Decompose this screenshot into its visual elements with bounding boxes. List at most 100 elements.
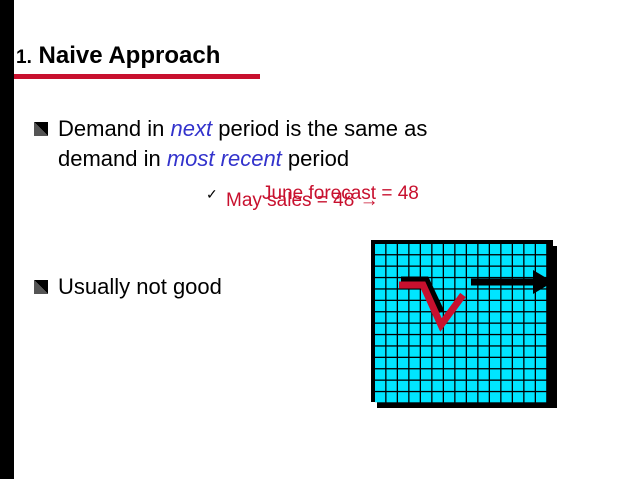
may-sales-text: May sales = 48 → <box>226 190 379 211</box>
grid-cell <box>386 255 397 266</box>
grid-cell <box>444 335 455 346</box>
grid-cell <box>386 380 397 391</box>
grid-cell <box>421 335 432 346</box>
grid-cell <box>386 335 397 346</box>
bullet-1-rest: period is the same as <box>212 116 428 141</box>
june-forecast-text: June forecast = 48 <box>262 183 419 204</box>
grid-cell <box>455 369 466 380</box>
grid-cell <box>513 255 524 266</box>
grid-cell <box>524 335 535 346</box>
grid-cell <box>490 358 501 369</box>
naive-forecast-illustration <box>371 240 557 408</box>
grid-cell <box>444 323 455 334</box>
grid-cell <box>501 346 512 357</box>
bullet-1-prefix: Demand in <box>58 116 171 141</box>
grid-cell <box>409 244 420 255</box>
grid-cell <box>490 289 501 300</box>
grid-cell <box>455 278 466 289</box>
grid-cell <box>409 358 420 369</box>
grid-cells <box>375 244 547 403</box>
bullet-text-1: Demand in next period is the same as <box>58 116 427 142</box>
grid-cell <box>501 255 512 266</box>
grid-cell <box>421 312 432 323</box>
grid-cell <box>513 335 524 346</box>
grid-cell <box>478 244 489 255</box>
grid-cell <box>409 323 420 334</box>
grid-cell <box>467 244 478 255</box>
grid-cell <box>467 312 478 323</box>
grid-cell <box>421 301 432 312</box>
grid-cell <box>513 312 524 323</box>
left-edge-bar <box>0 0 14 479</box>
past-demand-line <box>401 276 445 314</box>
grid-cell <box>386 266 397 277</box>
grid-cell <box>536 323 547 334</box>
grid-cell <box>386 346 397 357</box>
grid-cell <box>501 301 512 312</box>
grid-cell <box>432 244 443 255</box>
grid-cell <box>513 323 524 334</box>
grid-cell <box>501 335 512 346</box>
grid-cell <box>398 392 409 403</box>
grid-cell <box>444 301 455 312</box>
grid-cell <box>409 255 420 266</box>
grid-cell <box>478 346 489 357</box>
grid-cell <box>398 369 409 380</box>
grid-cell <box>409 335 420 346</box>
grid-cell <box>513 301 524 312</box>
grid-cell <box>375 335 386 346</box>
grid-cell <box>386 323 397 334</box>
grid-cell <box>524 301 535 312</box>
grid-cell <box>501 289 512 300</box>
grid-cell <box>524 289 535 300</box>
grid-cell <box>409 289 420 300</box>
grid-cell <box>524 380 535 391</box>
grid-cell <box>455 358 466 369</box>
grid-cell <box>444 358 455 369</box>
grid-cell <box>455 255 466 266</box>
grid-cell <box>467 255 478 266</box>
grid-cell <box>536 346 547 357</box>
grid-cell <box>386 289 397 300</box>
grid-cell <box>513 369 524 380</box>
grid-cell <box>490 380 501 391</box>
grid-cell <box>398 312 409 323</box>
grid-cell <box>501 358 512 369</box>
grid-cell <box>432 335 443 346</box>
grid-cell <box>501 323 512 334</box>
grid-cell <box>386 358 397 369</box>
grid-cell <box>409 266 420 277</box>
grid-cell <box>421 266 432 277</box>
grid-cell <box>398 380 409 391</box>
grid-cell <box>432 323 443 334</box>
grid-cell <box>478 255 489 266</box>
grid-cell <box>375 301 386 312</box>
grid-cell <box>432 255 443 266</box>
grid-cell <box>444 244 455 255</box>
grid-cell <box>398 266 409 277</box>
grid-cell <box>513 358 524 369</box>
grid-cell <box>409 312 420 323</box>
grid-cell <box>490 266 501 277</box>
grid-cell <box>444 266 455 277</box>
grid-cell <box>490 335 501 346</box>
grid-cell <box>444 289 455 300</box>
grid-cell <box>409 380 420 391</box>
title-underline <box>14 74 260 79</box>
title-number: 1. <box>16 47 32 68</box>
grid-cell <box>455 346 466 357</box>
grid-cell <box>375 369 386 380</box>
bullet-text-1-continued: demand in most recent period <box>58 146 349 172</box>
grid-cell <box>432 380 443 391</box>
grid-cell <box>536 255 547 266</box>
grid-cell <box>398 289 409 300</box>
grid-cell <box>432 369 443 380</box>
grid-cell <box>467 346 478 357</box>
grid-cell <box>467 380 478 391</box>
grid-cell <box>375 312 386 323</box>
grid-cell <box>421 346 432 357</box>
grid-cell <box>467 289 478 300</box>
grid-cell <box>455 266 466 277</box>
bullet-1-cont-rest: period <box>281 146 350 171</box>
grid-cell <box>421 255 432 266</box>
